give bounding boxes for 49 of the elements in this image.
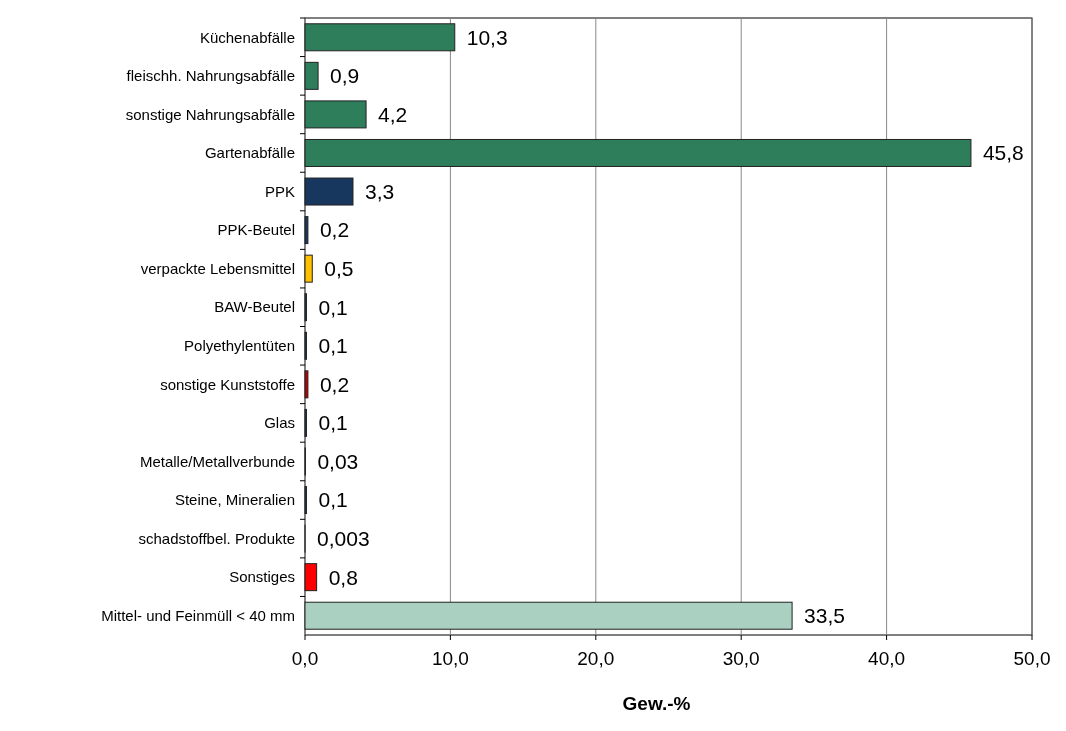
x-tick-label: 30,0 (722, 648, 760, 669)
x-tick-label: 20,0 (577, 648, 615, 669)
data-label: 3,3 (364, 179, 395, 203)
x-tick-label: 40,0 (868, 648, 906, 669)
data-label: 0,2 (319, 372, 350, 396)
bar (304, 100, 367, 129)
y-tick-label: Gartenabfälle (204, 144, 295, 162)
data-label: 0,003 (317, 526, 370, 550)
data-label: 0,9 (330, 64, 360, 88)
data-label: 0,1 (318, 295, 348, 319)
y-tick-label: fleischh. Nahrungsabfälle (126, 67, 295, 85)
bar (304, 370, 309, 399)
bar (304, 61, 319, 90)
data-label: 0,1 (318, 411, 348, 435)
data-label: 45,8 (982, 141, 1024, 165)
data-label: 0,5 (324, 257, 354, 281)
data-label: 33,5 (804, 604, 845, 628)
y-tick-label: Mittel- und Feinmüll < 40 mm (101, 606, 295, 624)
y-tick-label: Steine, Mineralien (174, 491, 295, 509)
x-axis-title: Gew.-% (622, 693, 691, 714)
y-tick-label: schadstoffbel. Produkte (138, 529, 295, 547)
y-tick-label: PPK (264, 182, 295, 200)
x-tick-label: 10,0 (431, 648, 469, 669)
data-label: 0,1 (318, 488, 348, 512)
y-tick-label: PPK-Beutel (217, 221, 295, 239)
data-label: 10,3 (466, 25, 508, 49)
bar (304, 254, 313, 283)
data-label: 4,2 (378, 102, 408, 126)
data-label: 0,1 (318, 334, 348, 358)
y-tick-label: sonstige Kunststoffe (160, 375, 295, 393)
y-tick-label: BAW-Beutel (214, 298, 295, 316)
y-tick-label: Küchenabfälle (199, 28, 295, 46)
bar (304, 177, 354, 206)
bar (304, 563, 318, 592)
bar (304, 216, 309, 245)
y-tick-label: sonstige Nahrungsabfälle (125, 105, 295, 123)
data-label: 0,03 (317, 449, 359, 473)
x-tick-label: 0,0 (291, 648, 319, 669)
x-tick-label: 50,0 (1013, 648, 1051, 669)
bar (304, 23, 456, 52)
y-tick-label: Polyethylentüten (184, 337, 295, 355)
y-tick-label: verpackte Lebensmittel (140, 259, 295, 277)
data-label: 0,2 (319, 218, 350, 242)
y-tick-label: Sonstiges (229, 568, 295, 586)
y-tick-label: Metalle/Metallverbunde (139, 452, 295, 470)
y-tick-label: Glas (264, 414, 295, 432)
data-label: 0,8 (328, 565, 358, 589)
bar (304, 138, 972, 167)
bar (304, 601, 793, 630)
